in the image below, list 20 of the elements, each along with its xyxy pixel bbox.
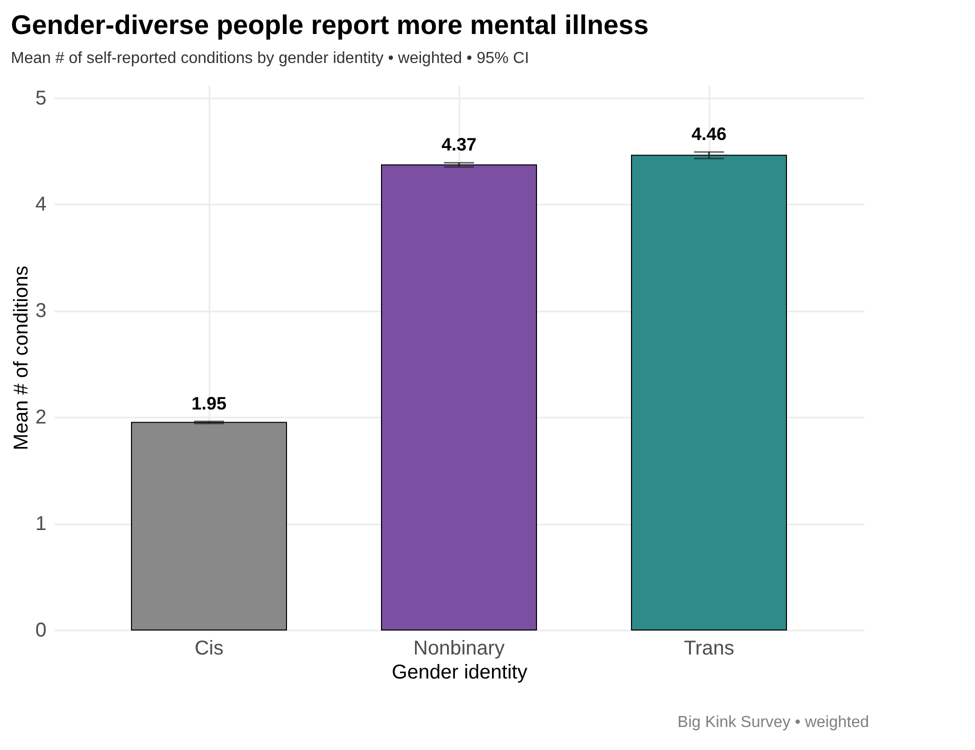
y-tick-label: 3 [35,300,46,322]
chart-subtitle: Mean # of self-reported conditions by gender identity • weighted • 95% CI [10,50,530,67]
x-tick-label: Cis [194,638,224,660]
y-tick-label: 1 [35,513,46,536]
data-label: 4.37 [441,134,477,155]
bar [631,154,787,630]
y-axis-title: Mean # of conditions [10,266,32,450]
x-tick-label: Trans [684,638,734,660]
data-label: 1.95 [191,393,227,414]
y-tick-label: 2 [35,406,46,429]
chart-title: Gender-diverse people report more mental illness [10,10,649,40]
bar [381,164,537,630]
y-tick-label: 5 [35,87,46,110]
y-tick-label: 4 [35,194,46,216]
data-label: 4.46 [691,124,727,144]
text: Big Kink Survey • weighted [678,714,869,731]
x-axis-title: Gender identity [392,662,528,684]
x-tick-label: Nonbinary [413,638,505,660]
bar [131,422,287,630]
y-tick-label: 0 [35,620,46,642]
